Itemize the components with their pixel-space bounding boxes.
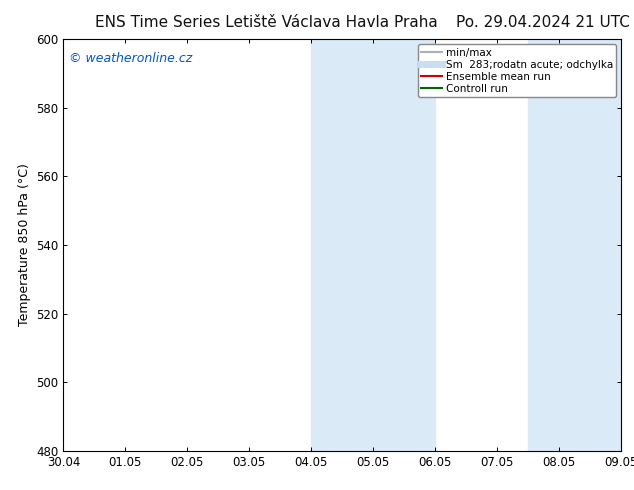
Legend: min/max, Sm  283;rodatn acute; odchylka, Ensemble mean run, Controll run: min/max, Sm 283;rodatn acute; odchylka, … xyxy=(418,45,616,97)
Text: Po. 29.04.2024 21 UTC: Po. 29.04.2024 21 UTC xyxy=(456,15,630,30)
Bar xyxy=(311,39,436,451)
Text: © weatheronline.cz: © weatheronline.cz xyxy=(69,51,192,65)
Y-axis label: Temperature 850 hPa (°C): Temperature 850 hPa (°C) xyxy=(18,164,30,326)
Bar xyxy=(528,39,621,451)
Text: ENS Time Series Letiště Václava Havla Praha: ENS Time Series Letiště Václava Havla Pr… xyxy=(95,15,438,30)
